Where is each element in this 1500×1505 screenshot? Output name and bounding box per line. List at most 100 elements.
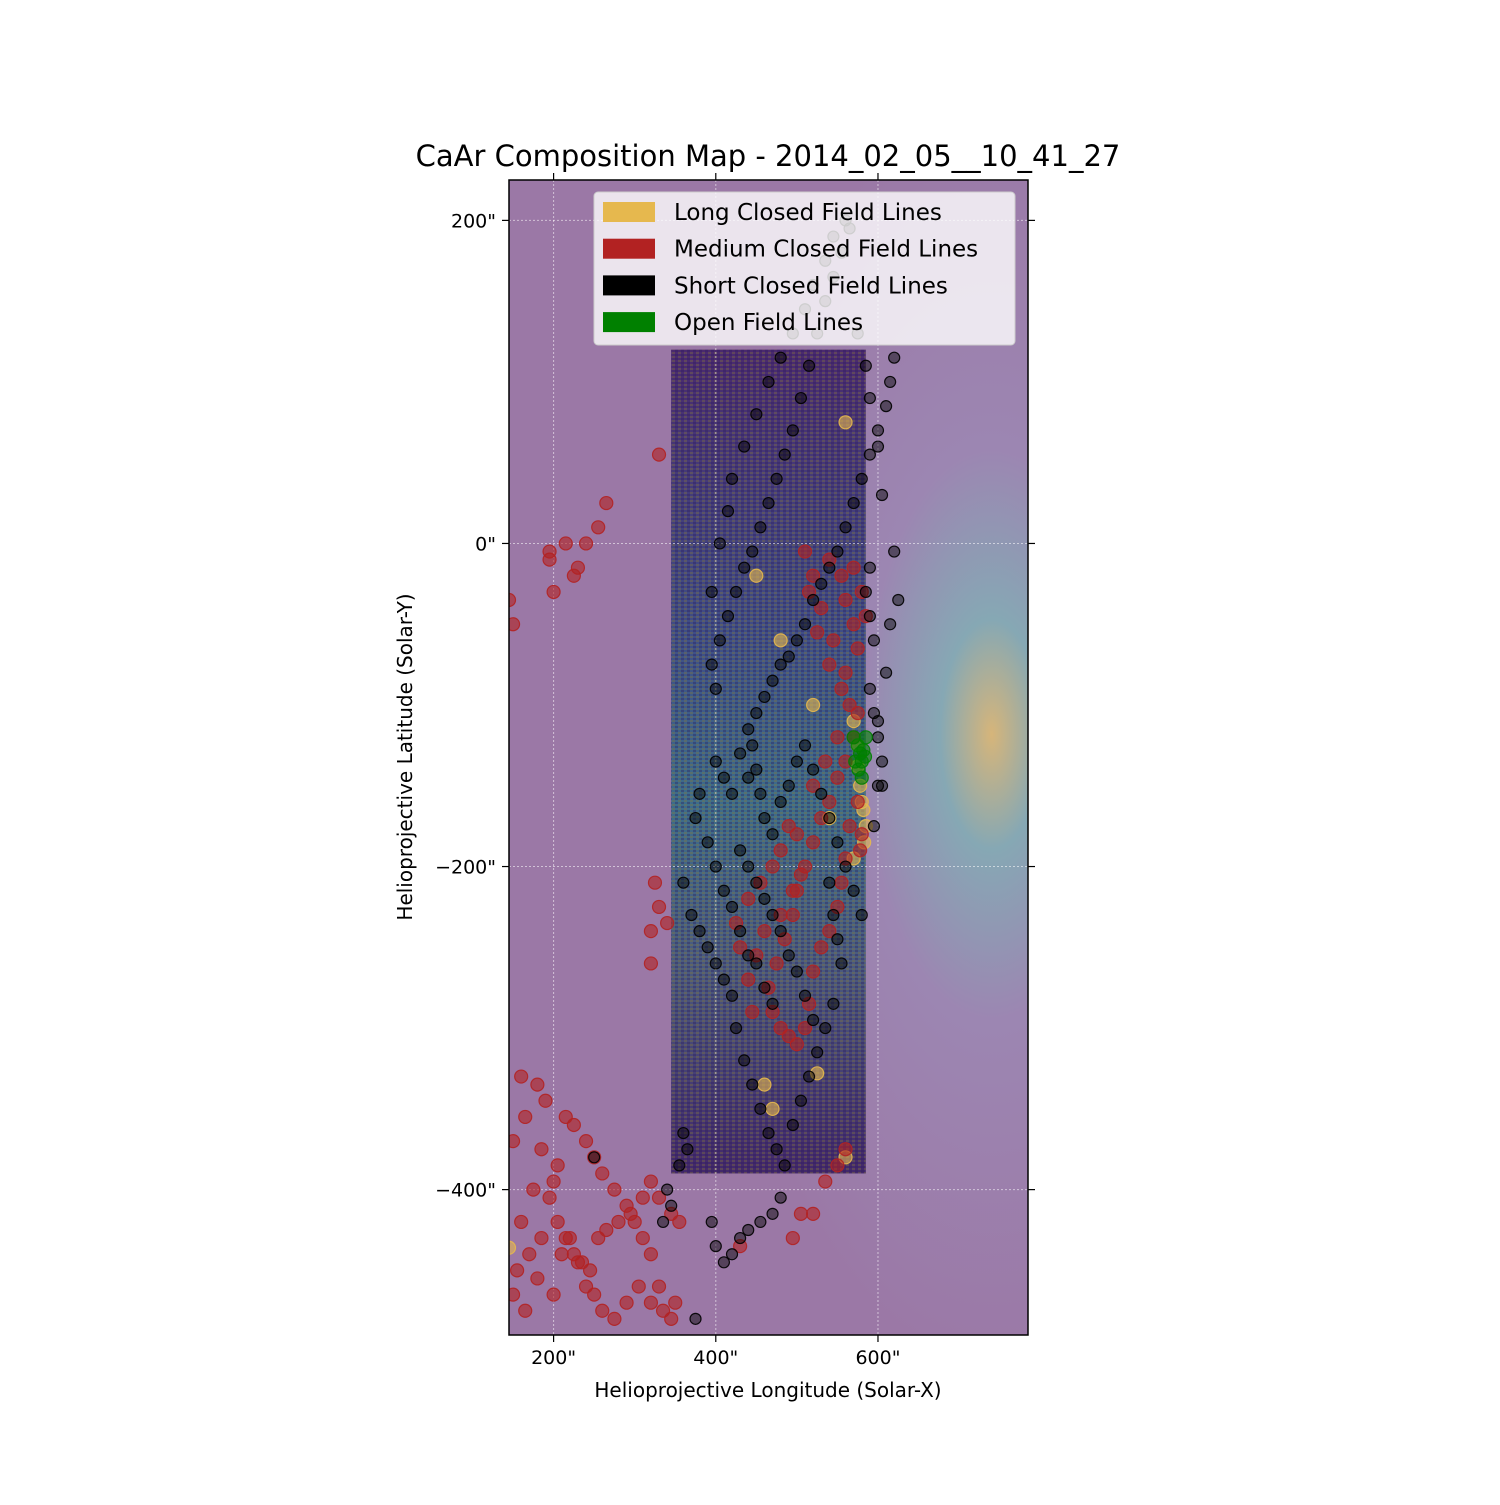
scatter-point [762,496,775,510]
scatter-point [839,521,852,534]
legend-label: Open Field Lines [674,310,863,336]
scatter-point [838,665,853,680]
scatter-point [814,600,829,616]
scatter-point [746,545,759,558]
scatter-point [705,1215,718,1229]
scatter-point [782,650,795,663]
scatter-point [514,1214,529,1230]
scatter-point [830,770,845,785]
scatter-point [773,843,788,858]
scatter-point [826,633,841,648]
legend-label: Medium Closed Field Lines [674,237,978,263]
scatter-point [753,875,768,890]
scatter-point [761,980,776,995]
scatter-point [742,860,755,873]
scatter-point [847,884,860,897]
scatter-point [834,568,849,583]
scatter-point [892,593,905,607]
scatter-point [582,1263,598,1278]
scatter-point [741,891,756,906]
y-tick-label: −200" [435,857,496,879]
scatter-point [758,811,771,825]
scatter-point [693,787,706,800]
scatter-point [721,610,735,623]
legend-swatch [603,275,655,296]
scatter-point [734,844,747,857]
scatter-point [595,1166,610,1181]
scatter-point [673,1159,686,1172]
scatter-point [742,1223,755,1237]
scatter-point [542,1190,557,1205]
scatter-point [794,1094,808,1107]
scatter-point [858,730,873,745]
scatter-point [830,730,845,745]
scatter-point [660,915,675,931]
scatter-point [875,779,889,792]
scatter-point [742,771,755,784]
scatter-point [701,941,714,954]
scatter-point [672,1214,687,1230]
scatter-point [677,1126,690,1140]
scatter-point [774,658,787,671]
scatter-point [867,634,881,647]
scatter-point [806,1206,821,1221]
scatter-point [818,1174,833,1189]
scatter-point [875,755,889,768]
scatter-point [651,1279,667,1294]
scatter-point [733,940,748,955]
scatter-point [846,560,861,575]
scatter-point [509,1287,521,1302]
scatter-point [607,1311,622,1326]
scatter-point [677,876,690,889]
scatter-point [806,964,821,979]
scatter-point [746,1078,759,1091]
scatter-point [721,505,735,518]
scatter-point [798,618,812,631]
scatter-point [850,705,865,721]
scatter-point [661,1183,674,1196]
scatter-point [798,739,812,752]
scatter-point [750,408,763,421]
scatter-point [705,585,718,599]
scatter-point [588,1151,601,1164]
scatter-point [831,836,844,849]
scatter-point [647,875,663,890]
scatter-point [746,739,759,752]
scatter-point [842,819,857,834]
scatter-point [774,351,787,364]
scatter-point [773,633,788,648]
scatter-point [782,779,795,792]
scatter-point [713,634,726,647]
scatter-point [830,1158,845,1173]
scatter-point [790,965,803,978]
scatter-point [742,723,755,736]
scatter-point [562,1230,577,1246]
scatter-point [587,1287,602,1302]
scatter-point [538,1093,553,1108]
scatter-point [879,666,893,679]
x-tick-label: 400" [693,1347,738,1369]
scatter-point [754,787,767,800]
scatter-point [623,1206,638,1221]
scatter-point [534,1142,549,1157]
scatter-point [599,495,614,511]
scatter-point [793,867,809,882]
scatter-point [790,755,803,768]
scatter-point [855,472,868,485]
scatter-point [766,674,779,687]
scatter-point [709,1240,722,1253]
scatter-point [871,715,885,728]
y-tick-label: 200" [451,210,496,232]
scatter-point [611,1214,626,1230]
scatter-point [854,584,869,600]
scatter-point [766,1207,779,1220]
scatter-point [850,794,865,810]
scatter-point [749,568,764,583]
scatter-point [758,981,771,994]
legend-swatch [603,238,655,259]
scatter-point [797,544,813,559]
scatter-point [819,1021,832,1035]
scatter-point [757,1077,772,1092]
scatter-point [729,1021,743,1035]
